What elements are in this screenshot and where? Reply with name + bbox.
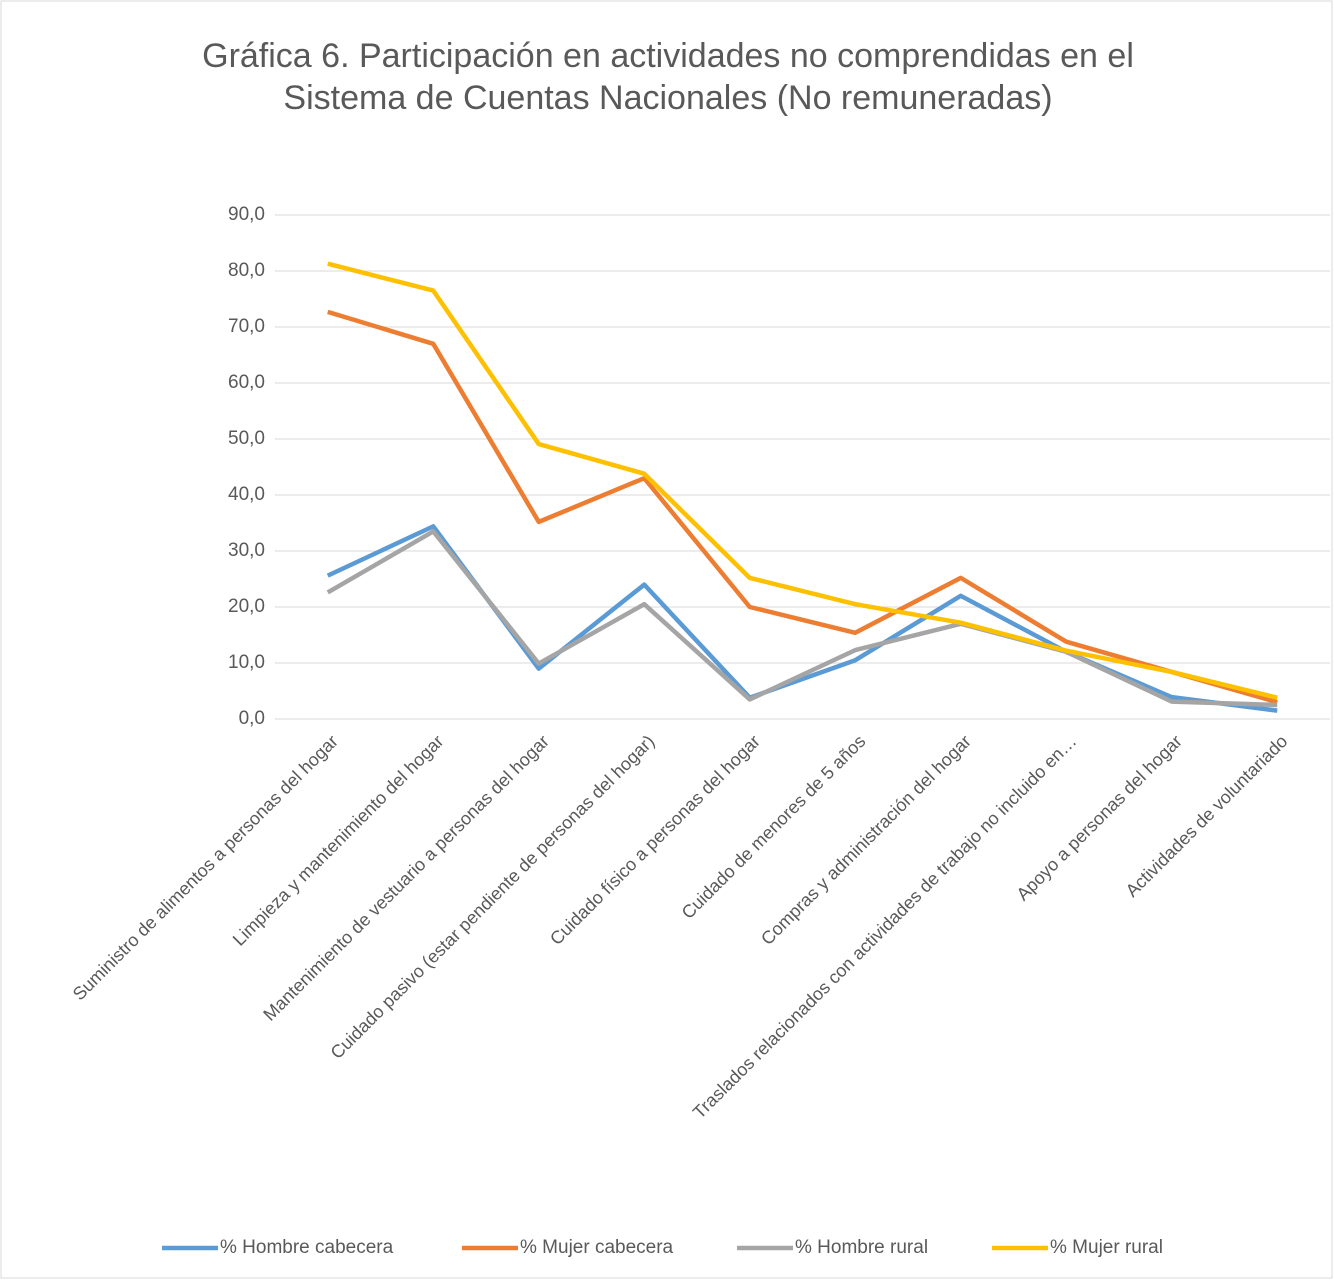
legend-label: % Hombre cabecera xyxy=(220,1237,394,1258)
y-tick-label: 40,0 xyxy=(228,484,265,505)
legend-label: % Mujer rural xyxy=(1050,1237,1163,1258)
y-tick-label: 90,0 xyxy=(228,204,265,225)
series-line xyxy=(326,529,1278,708)
series-line xyxy=(327,261,1278,700)
legend-label: % Mujer cabecera xyxy=(520,1237,674,1258)
y-tick-label: 20,0 xyxy=(228,596,265,617)
y-tick-label: 0,0 xyxy=(239,708,265,729)
y-tick-label: 60,0 xyxy=(228,372,265,393)
y-tick-label: 70,0 xyxy=(228,316,265,337)
y-tick-label: 80,0 xyxy=(228,260,265,281)
y-tick-label: 50,0 xyxy=(228,428,265,449)
y-tick-label: 30,0 xyxy=(228,540,265,561)
y-tick-label: 10,0 xyxy=(228,652,265,673)
series-line xyxy=(327,309,1278,705)
chart-title: Gráfica 6. Participación en actividades … xyxy=(202,37,1134,75)
chart-subtitle: Sistema de Cuentas Nacionales (No remune… xyxy=(283,79,1052,117)
legend-label: % Hombre rural xyxy=(795,1237,928,1258)
